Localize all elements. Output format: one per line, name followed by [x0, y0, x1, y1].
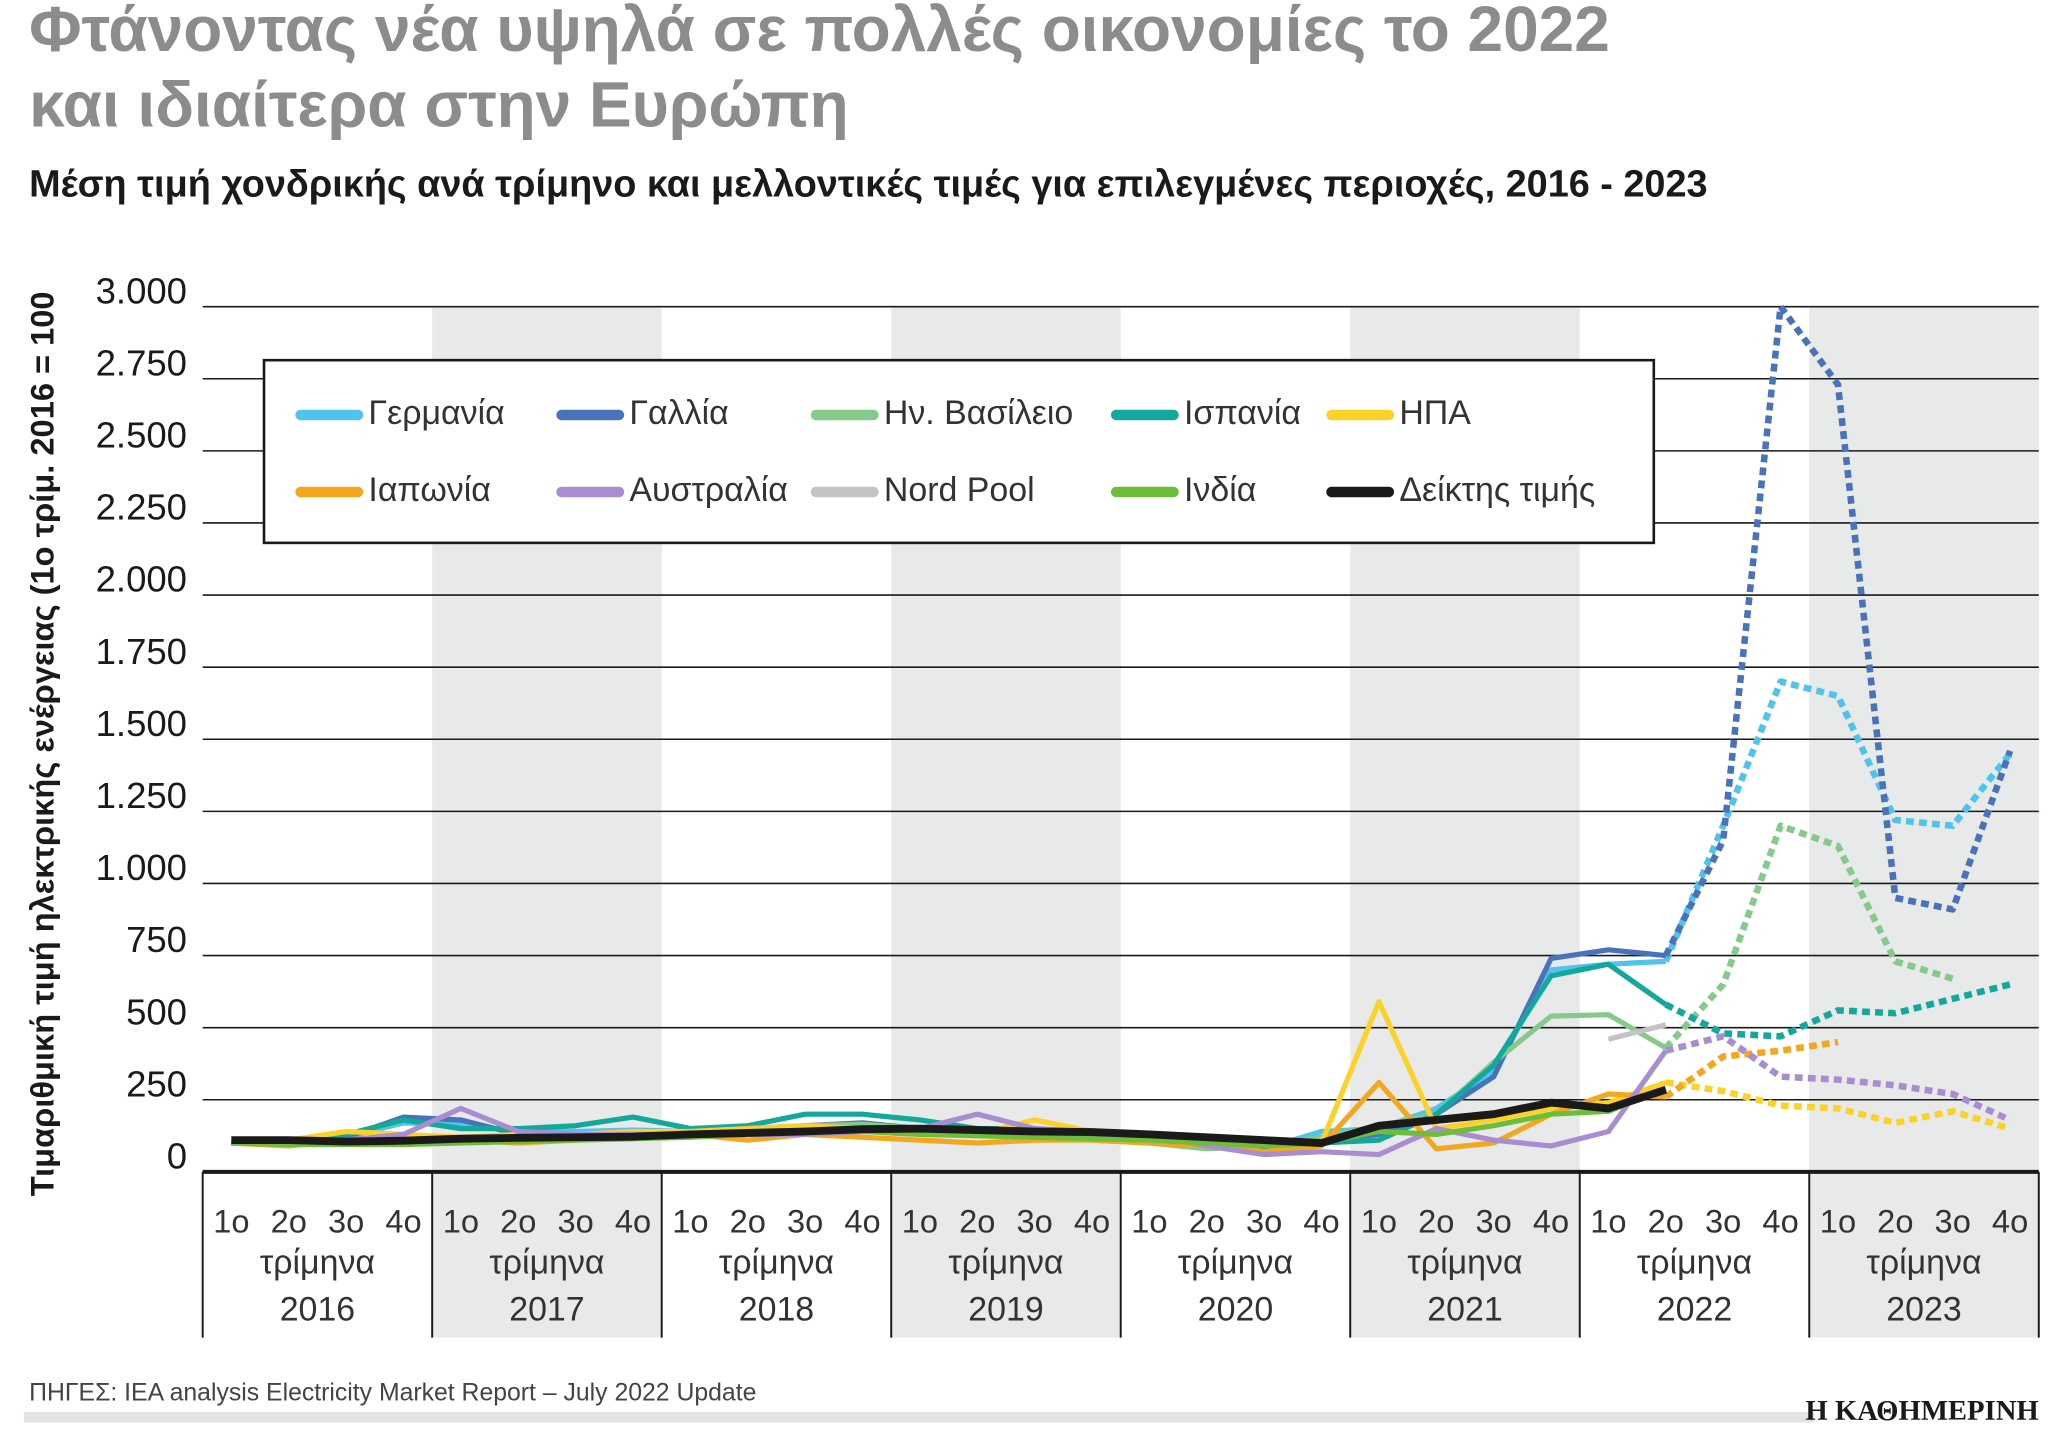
x-tick-label: 3ο	[557, 1203, 593, 1240]
quarter-group-label: τρίμηνα	[489, 1243, 604, 1281]
footer-bar	[23, 1411, 1815, 1423]
quarter-group-label: τρίμηνα	[260, 1243, 375, 1281]
x-tick-label: 1ο	[1820, 1203, 1856, 1240]
x-tick-label: 2ο	[1189, 1203, 1225, 1240]
series-line	[231, 1085, 1667, 1149]
x-tick-label: 4ο	[385, 1203, 421, 1240]
year-label: 2016	[280, 1290, 355, 1328]
x-tick-label: 2ο	[730, 1203, 766, 1240]
y-axis-label: Τιμαριθμική τιμή ηλεκτρικής ενέργειας (1…	[23, 291, 60, 1196]
x-tick-label: 3ο	[1705, 1203, 1741, 1240]
legend-label: ΗΠΑ	[1399, 394, 1471, 432]
series-line	[1607, 1022, 1667, 1042]
lines	[231, 303, 2014, 1158]
y-tick-label: 2.000	[96, 559, 187, 600]
x-tick-label: 3ο	[1017, 1203, 1053, 1240]
x-tick-label: 4ο	[1074, 1203, 1110, 1240]
x-tick-label: 1ο	[1361, 1203, 1397, 1240]
x-tick-label: 3ο	[787, 1203, 823, 1240]
y-tick-label: 500	[126, 991, 187, 1032]
y-tick-label: 750	[126, 919, 187, 960]
quarter-group-label: τρίμηνα	[1866, 1243, 1981, 1281]
x-tick-label: 1ο	[902, 1203, 938, 1240]
year-label: 2019	[968, 1290, 1043, 1328]
x-tick-label: 3ο	[328, 1203, 364, 1240]
legend-label: Αυστραλία	[629, 471, 787, 509]
legend: Γερμανία Γαλλία Ην. Βασίλειο Ισπανία ΗΠΑ Ιαπω…	[262, 358, 1656, 545]
publisher: Η ΚΑΘΗΜΕΡΙΝΗ	[1805, 1395, 2038, 1427]
x-tick-label: 4ο	[1762, 1203, 1798, 1240]
year-label: 2020	[1198, 1290, 1273, 1328]
legend-label: Nord Pool	[884, 471, 1035, 509]
y-tick-label: 1.750	[96, 631, 187, 672]
x-tick-label: 4ο	[1992, 1203, 2028, 1240]
source: ΠΗΓΕΣ: IEA analysis Electricity Market R…	[29, 1379, 756, 1406]
x-tick-label: 4ο	[844, 1203, 880, 1240]
x-tick-label: 3ο	[1476, 1203, 1512, 1240]
forecast-line	[1663, 822, 1954, 1051]
y-tick-label: 1.500	[96, 703, 187, 744]
x-tick-label: 2ο	[271, 1203, 307, 1240]
forecast-line	[1662, 303, 2014, 958]
x-tick-label: 1ο	[672, 1203, 708, 1240]
x-tick-label: 4ο	[615, 1203, 651, 1240]
x-tick-label: 4ο	[1303, 1203, 1339, 1240]
y-tick-label: 2.250	[96, 487, 187, 528]
year-label: 2018	[739, 1290, 814, 1328]
chart-subtitle: Μέση τιμή χονδρικής ανά τρίμηνο και μελλ…	[29, 164, 1707, 206]
year-label: 2017	[509, 1290, 584, 1328]
x-tick-label: 4ο	[1533, 1203, 1569, 1240]
quarter-group-label: τρίμηνα	[1407, 1243, 1522, 1281]
quarter-group-label: τρίμηνα	[1637, 1243, 1752, 1281]
y-tick-label: 2.500	[96, 414, 187, 455]
year-label: 2022	[1657, 1290, 1732, 1328]
legend-label: Δείκτης τιμής	[1399, 471, 1595, 509]
x-tick-label: 2ο	[1648, 1203, 1684, 1240]
x-tick-label: 3ο	[1935, 1203, 1971, 1240]
y-tick-label: 1.250	[96, 775, 187, 816]
x-tick-label: 2ο	[500, 1203, 536, 1240]
legend-label: Γερμανία	[368, 394, 504, 432]
x-tick-label: 2ο	[1877, 1203, 1913, 1240]
legend-label: Ινδία	[1184, 471, 1256, 509]
y-tick-label: 0	[167, 1135, 187, 1176]
year-label: 2021	[1427, 1290, 1502, 1328]
legend-label: Ιαπωνία	[368, 471, 491, 509]
y-tick-label: 1.000	[96, 847, 187, 888]
y-tick-label: 3.000	[96, 270, 187, 311]
quarter-group-label: τρίμηνα	[1178, 1243, 1293, 1281]
forecast-line	[1662, 678, 2013, 963]
legend-label: Ισπανία	[1184, 394, 1301, 432]
x-tick-label: 2ο	[1418, 1203, 1454, 1240]
x-tick-label: 1ο	[213, 1203, 249, 1240]
legend-label: Γαλλία	[629, 394, 728, 432]
x-tick-label: 1ο	[1590, 1203, 1626, 1240]
chart-title: Φτάνοντας νέα υψηλά σε πολλές οικονομίες…	[29, 0, 1610, 65]
year-label: 2023	[1886, 1290, 1961, 1328]
forecast-line	[1665, 1079, 2012, 1132]
forecast-line	[1664, 981, 2011, 1040]
legend-label: Ην. Βασίλειο	[884, 394, 1073, 432]
labels: τρίμηνα 2016 τρίμηνα 2017 τρίμηνα 2018 τρίμηνα…	[96, 270, 2029, 1328]
y-tick-label: 2.750	[96, 342, 187, 383]
x-tick-label: 2ο	[959, 1203, 995, 1240]
x-tick-label: 1ο	[1131, 1203, 1167, 1240]
series-line	[231, 1085, 1668, 1147]
forecast-line	[1665, 1033, 2012, 1123]
quarter-group-label: τρίμηνα	[948, 1243, 1063, 1281]
y-tick-label: 250	[126, 1063, 187, 1104]
x-tick-label: 3ο	[1246, 1203, 1282, 1240]
legend-box	[262, 358, 1656, 545]
chart-title: και ιδιαίτερα στην Ευρώπη	[29, 69, 849, 141]
x-tick-label: 1ο	[443, 1203, 479, 1240]
quarter-group-label: τρίμηνα	[719, 1243, 834, 1281]
